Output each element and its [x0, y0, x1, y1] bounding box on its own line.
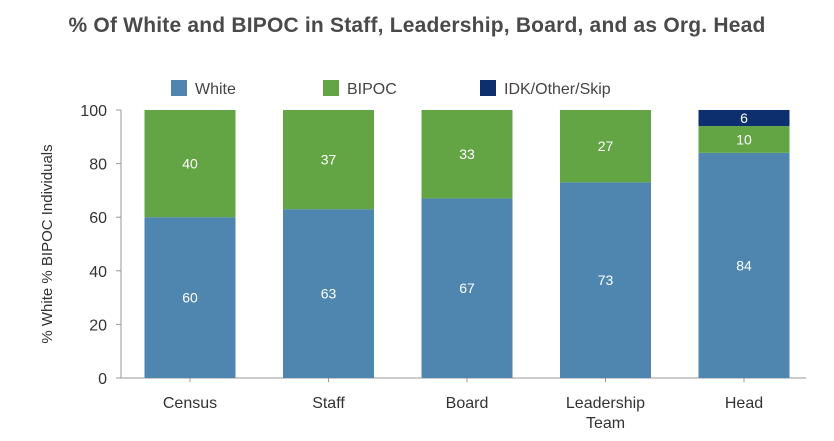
data-label-1-1: 37	[321, 152, 337, 168]
legend-swatch-1	[323, 80, 339, 96]
data-label-1-4: 10	[736, 131, 752, 147]
category-label-2: Board	[446, 395, 489, 412]
legend-swatch-0	[171, 80, 187, 96]
y-axis-label: % White % BIPOC Individuals	[39, 144, 56, 343]
category-label-4: Head	[725, 395, 763, 412]
bar-1-4	[698, 126, 790, 153]
bar-0-3	[560, 182, 651, 378]
category-label-1: Staff	[312, 395, 345, 412]
legend-label-0: White	[195, 81, 236, 98]
category-label-3-line-0: Leadership	[566, 395, 645, 412]
data-label-0-0: 60	[182, 290, 198, 306]
bar-0-1	[283, 209, 374, 378]
legend-label-1: BIPOC	[347, 81, 397, 98]
category-label-3-line-1: Team	[586, 415, 625, 432]
legend-swatch-2	[480, 80, 496, 96]
bar-1-3	[560, 110, 651, 183]
data-label-0-1: 63	[321, 286, 337, 302]
data-label-1-2: 33	[459, 146, 475, 162]
data-label-1-0: 40	[182, 156, 198, 172]
data-label-2-4: 6	[740, 110, 748, 126]
chart-title: % Of White and BIPOC in Staff, Leadershi…	[68, 14, 766, 37]
bar-1-1	[283, 110, 374, 210]
bar-0-0	[144, 217, 236, 378]
data-label-0-2: 67	[459, 280, 475, 296]
bar-1-0	[144, 110, 236, 218]
y-tick-label-5: 100	[80, 103, 107, 120]
y-tick-label-4: 80	[89, 157, 107, 174]
bar-0-4	[698, 152, 790, 378]
bar-0-2	[421, 198, 513, 378]
bar-1-2	[421, 110, 513, 199]
y-tick-label-3: 60	[89, 210, 107, 227]
data-label-1-3: 27	[598, 138, 614, 154]
y-tick-label-0: 0	[98, 371, 107, 388]
y-tick-label-1: 20	[89, 317, 107, 334]
y-tick-label-2: 40	[89, 264, 107, 281]
category-label-0: Census	[163, 395, 217, 412]
data-label-0-3: 73	[598, 272, 614, 288]
data-label-0-4: 84	[736, 257, 752, 273]
legend-label-2: IDK/Other/Skip	[504, 81, 611, 98]
bar-2-4	[698, 110, 790, 127]
